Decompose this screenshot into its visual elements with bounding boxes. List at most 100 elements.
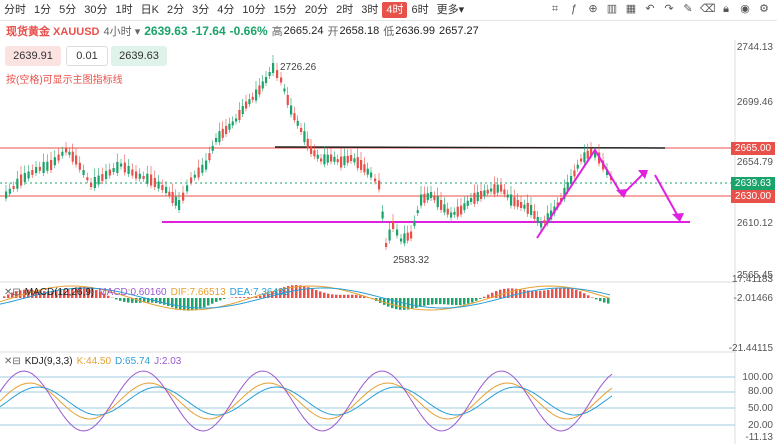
arrow-head-icon (672, 213, 684, 222)
candle (31, 170, 34, 175)
arrow-head-icon (616, 189, 628, 198)
timeframe-3[interactable]: 30分 (84, 4, 108, 16)
macd-bar (163, 298, 166, 305)
candle (150, 174, 153, 186)
timeframe-11[interactable]: 20分 (304, 4, 329, 16)
redo-icon[interactable]: ↷ (664, 3, 674, 15)
macd-bar (243, 297, 246, 298)
candle (97, 175, 100, 185)
timeframe-1[interactable]: 1分 (34, 4, 52, 16)
dea-value: DEA:7.36433 (229, 287, 290, 298)
candle (396, 229, 399, 236)
kdj-title[interactable]: KDJ(9,3,3) (24, 356, 73, 367)
candle (570, 176, 573, 184)
indicator-icon[interactable]: ƒ (570, 3, 578, 15)
timeframe-6[interactable]: 2分 (166, 4, 185, 16)
grid-icon[interactable]: ▦ (625, 3, 637, 15)
macd-bar (603, 298, 606, 303)
collapse-icon[interactable]: ✕⊟ (4, 287, 21, 298)
macd-bar (527, 290, 530, 298)
macd-bar (347, 294, 350, 298)
macd-bar (263, 294, 266, 298)
timeframe-14[interactable]: 4时 (382, 2, 408, 18)
timeframe-16[interactable]: 更多▾ (436, 4, 465, 16)
macd-bar (607, 298, 610, 304)
macd-bar (63, 289, 66, 298)
timeframe-7[interactable]: 3分 (192, 4, 210, 16)
timeframe-8[interactable]: 4分 (217, 4, 235, 16)
macd-bar (443, 298, 446, 305)
timeframe-2[interactable]: 5分 (59, 4, 77, 16)
price-axis-label: 2610.12 (736, 218, 773, 229)
macd-bar (339, 294, 342, 298)
timeframe-9[interactable]: 10分 (242, 4, 266, 16)
macd-bar (559, 288, 562, 298)
candle (46, 161, 49, 171)
macd-bar (543, 290, 546, 298)
macd-bar (171, 298, 174, 308)
candle (116, 162, 119, 173)
macd-bar (307, 287, 310, 298)
candle (27, 171, 30, 179)
macd-bar (119, 298, 122, 301)
eye-icon[interactable]: ◉ (740, 3, 750, 15)
macd-bar (419, 298, 422, 307)
macd-bar (99, 291, 102, 298)
timeframe-15[interactable]: 6时 (411, 4, 429, 16)
timeframe-13[interactable]: 3时 (361, 4, 379, 16)
arrow-head-icon (638, 170, 648, 179)
timeframe-5[interactable]: 日K (140, 4, 159, 16)
sell-price-box[interactable]: 2639.91 (5, 46, 61, 66)
macd-bar (579, 291, 582, 298)
macd-bar (507, 288, 510, 298)
d-line (0, 386, 613, 416)
candle (450, 212, 453, 218)
macd-bar (259, 295, 262, 298)
brush-icon[interactable]: ✎ (683, 3, 693, 15)
macd-title[interactable]: MACD(12,26,9) (24, 287, 95, 298)
candle (197, 167, 200, 178)
chart-type-icon[interactable]: ▥ (606, 3, 618, 15)
lock-icon[interactable]: 🔒︎ (723, 3, 729, 15)
candle (248, 99, 251, 105)
timeframe-0[interactable]: 分时 (4, 4, 26, 16)
eraser-icon[interactable]: ⌫ (700, 3, 716, 15)
candle (238, 110, 241, 120)
candle (536, 217, 539, 223)
candle (463, 203, 466, 211)
macd-bar (295, 285, 298, 298)
candle (586, 150, 589, 159)
symbol-name[interactable]: 现货黄金 XAUUSD (6, 26, 100, 38)
timeframe-10[interactable]: 15分 (273, 4, 297, 16)
candle (215, 138, 218, 142)
macd-bar (583, 293, 586, 298)
candle (516, 199, 519, 207)
low-value: 2636.99 (395, 25, 435, 37)
macd-bar (335, 294, 338, 298)
j-line (0, 370, 613, 432)
macd-bar (319, 291, 322, 298)
collapse-icon[interactable]: ✕⊟ (4, 356, 21, 367)
buy-price-box[interactable]: 2639.63 (111, 46, 167, 66)
macd-bar (391, 298, 394, 309)
settings-icon[interactable]: ⚙ (759, 3, 769, 15)
macd-bar (59, 290, 62, 298)
interval-select[interactable]: 4小时 ▾ (103, 26, 141, 38)
macd-bar (535, 291, 538, 298)
high-value: 2665.24 (283, 25, 324, 37)
candle (566, 182, 569, 192)
macd-bar (515, 288, 518, 298)
price-axis-label: 2565.45 (736, 270, 773, 281)
candle (392, 221, 395, 229)
crop-icon[interactable]: ⌗ (551, 3, 559, 15)
candle (251, 96, 254, 100)
timeframe-12[interactable]: 2时 (336, 4, 354, 16)
compare-icon[interactable]: ⊕ (588, 3, 598, 15)
undo-icon[interactable]: ↶ (645, 3, 655, 15)
macd-bar (571, 288, 574, 298)
macd-bar (383, 298, 386, 305)
timeframe-4[interactable]: 1时 (115, 4, 133, 16)
spread-box[interactable]: 0.01 (66, 46, 108, 66)
macd-axis-label: -21.44115 (728, 343, 773, 354)
